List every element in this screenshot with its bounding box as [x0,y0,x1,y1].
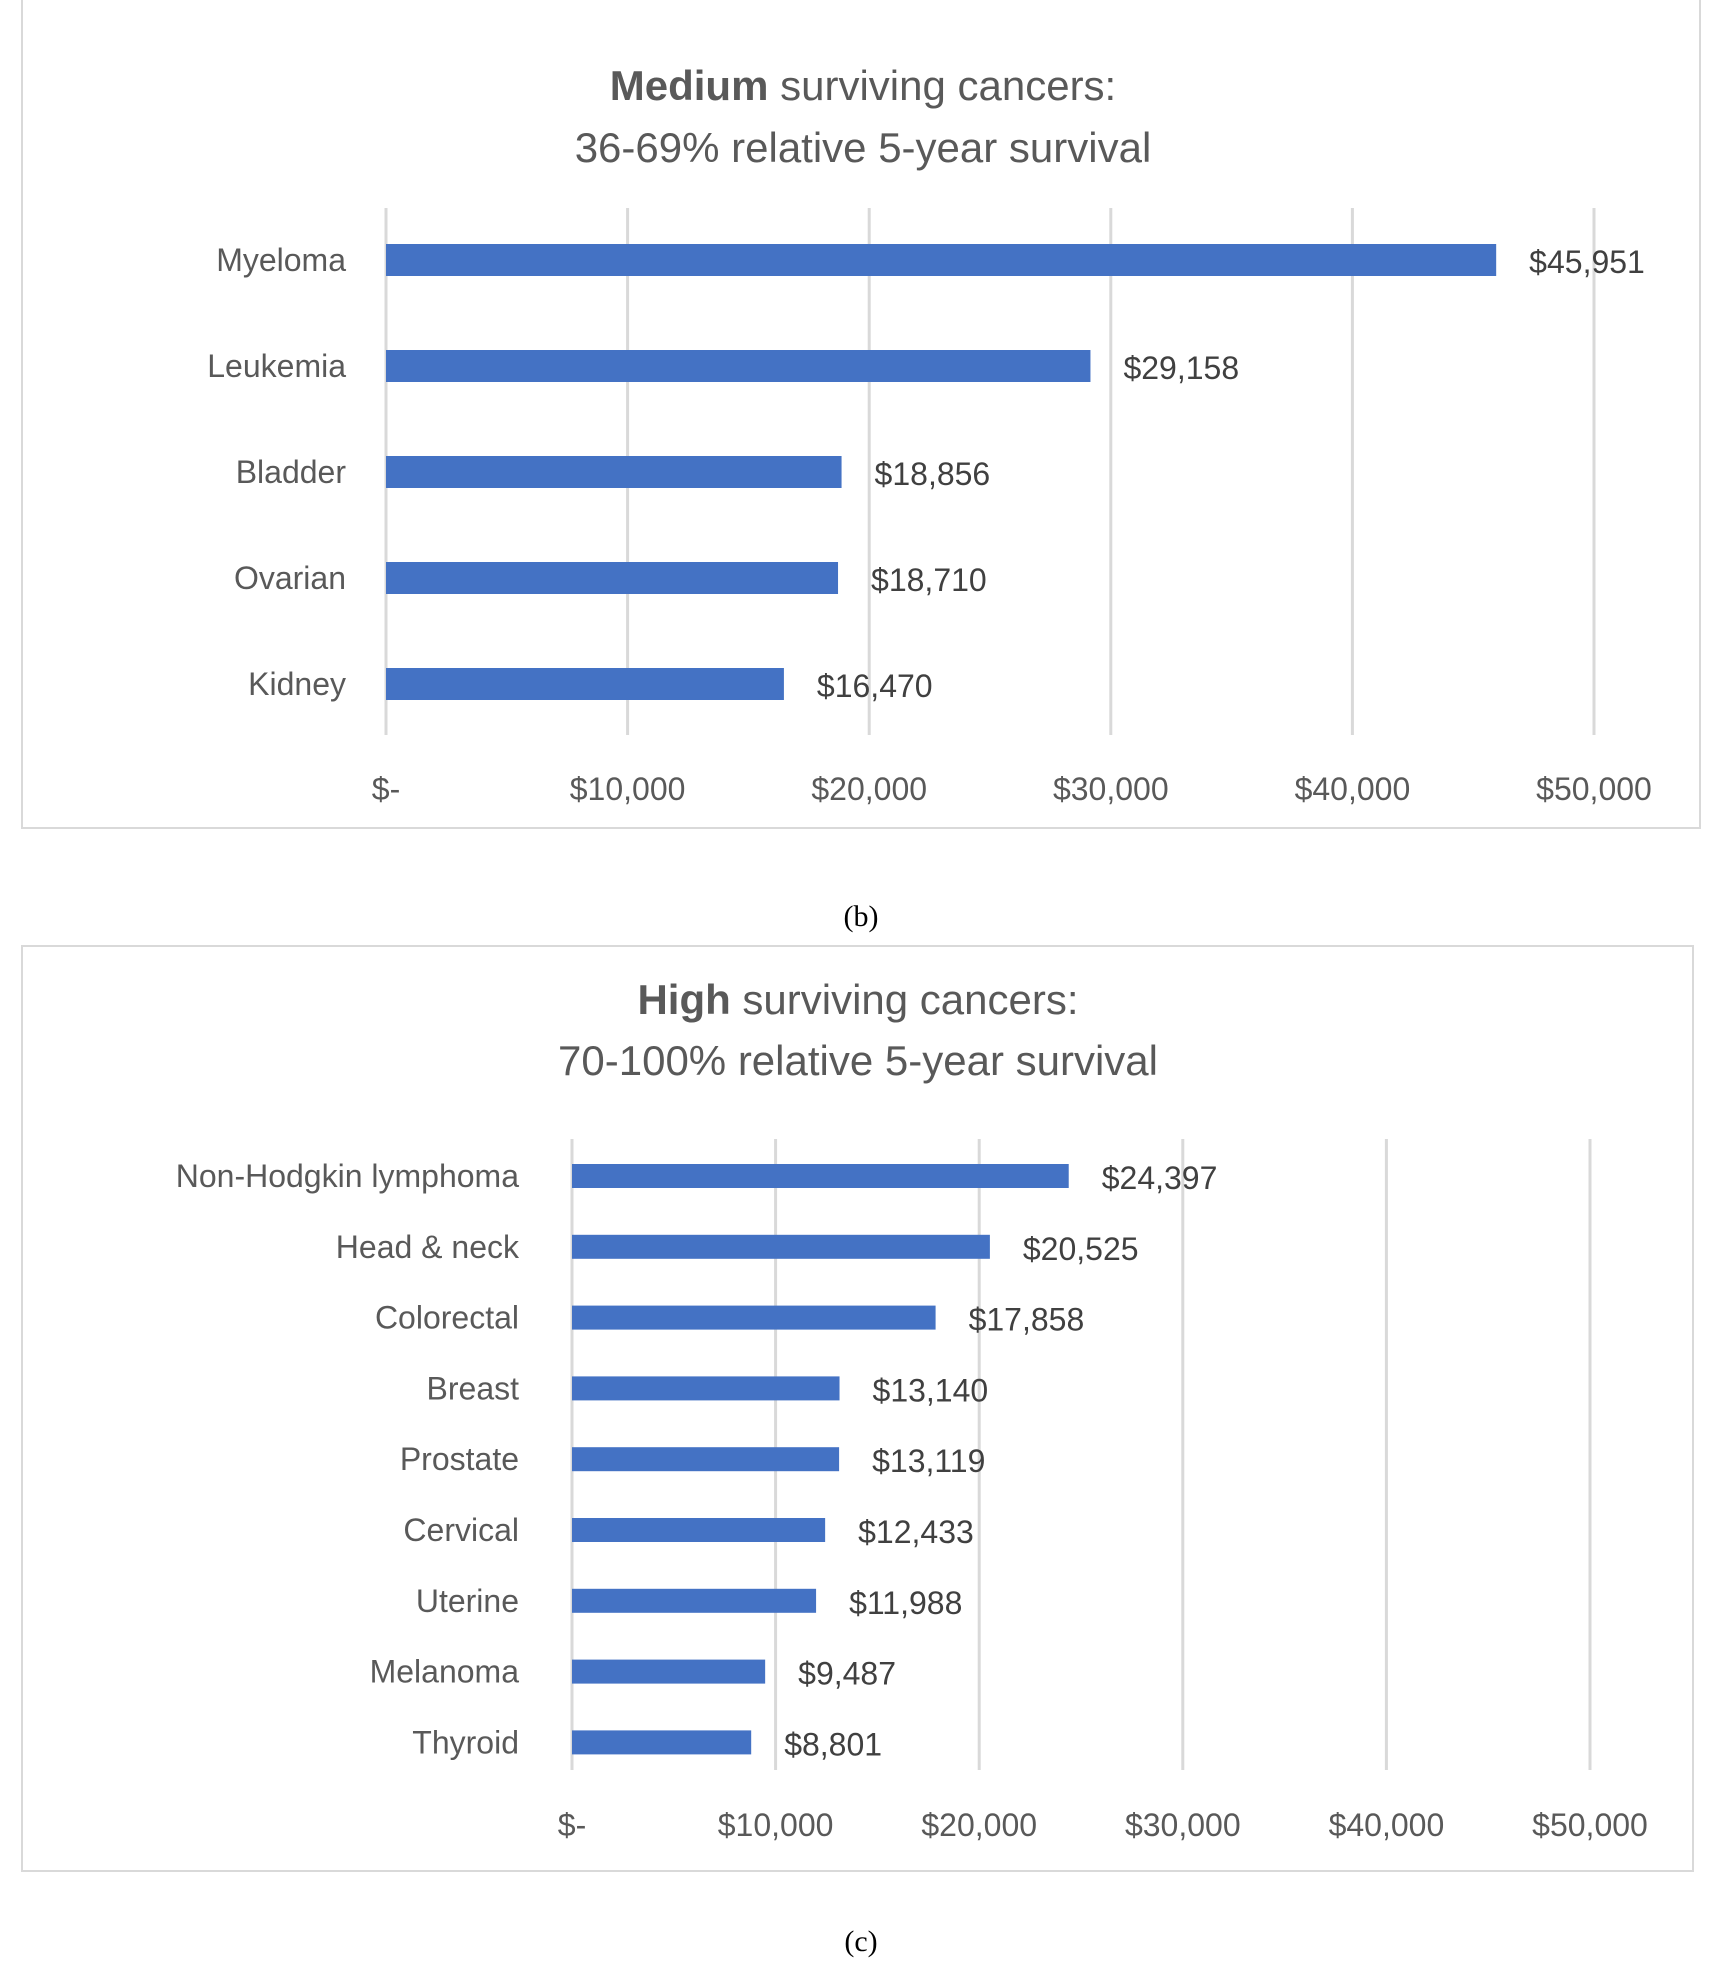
medium-x-tick-label: $50,000 [1536,771,1652,807]
chart-high: High surviving cancers: 70-100% relative … [176,976,1648,1843]
high-category-label: Colorectal [375,1300,519,1336]
high-data-label: $11,988 [849,1585,962,1621]
medium-bar [386,456,842,488]
medium-category-label: Kidney [248,666,346,702]
medium-category-label: Myeloma [216,242,346,278]
medium-x-tick-label: $40,000 [1295,771,1411,807]
high-x-tick-label: $- [558,1807,586,1843]
medium-category-label: Leukemia [207,348,346,384]
high-data-label: $20,525 [1023,1231,1139,1267]
high-x-tick-label: $20,000 [921,1807,1037,1843]
chart-medium-frame: Medium surviving cancers: 36-69% relative… [21,0,1701,829]
high-data-label: $9,487 [798,1656,896,1692]
high-bar [572,1447,840,1472]
medium-data-label: $18,856 [875,456,991,492]
panel-label-c: (c) [844,1925,878,1958]
medium-x-tick-label: $30,000 [1053,771,1169,807]
medium-data-label: $29,158 [1123,350,1239,386]
high-chart-title: High surviving cancers: [637,976,1078,1023]
high-x-tick-label: $10,000 [718,1807,834,1843]
high-category-label: Cervical [403,1512,519,1548]
high-data-label: $13,140 [873,1372,989,1408]
high-category-label: Prostate [400,1441,519,1477]
high-category-label: Melanoma [370,1654,520,1690]
chart-high-frame: High surviving cancers: 70-100% relative … [21,945,1694,1872]
high-bar [572,1234,990,1259]
high-category-label: Uterine [416,1583,519,1619]
high-bar [572,1164,1069,1188]
medium-bar [386,668,784,700]
high-bar [572,1588,817,1613]
high-bar [572,1659,766,1684]
high-x-tick-label: $30,000 [1125,1807,1241,1843]
high-category-label: Non-Hodgkin lymphoma [176,1158,519,1194]
medium-bar [386,350,1091,382]
medium-x-tick-label: $20,000 [811,771,927,807]
high-data-label: $17,858 [969,1302,1085,1338]
high-data-label: $24,397 [1102,1160,1218,1196]
chart-medium: Medium surviving cancers: 36-69% relative… [207,62,1652,807]
high-category-label: Head & neck [336,1229,520,1265]
high-bar [572,1730,752,1755]
medium-chart-title: Medium surviving cancers: [610,62,1116,109]
medium-category-label: Ovarian [234,560,346,596]
high-data-label: $12,433 [858,1514,974,1550]
medium-x-tick-label: $10,000 [570,771,686,807]
medium-bar [386,244,1497,276]
medium-bar [386,562,839,594]
high-x-tick-label: $40,000 [1329,1807,1445,1843]
high-data-label: $8,801 [784,1726,882,1762]
medium-chart-subtitle: 36-69% relative 5-year survival [575,124,1152,171]
high-bar [572,1305,936,1330]
high-data-label: $13,119 [872,1443,985,1479]
panel-label-b: (b) [843,900,879,933]
medium-data-label: $16,470 [817,668,933,704]
high-bar [572,1518,826,1542]
medium-category-label: Bladder [236,454,347,490]
high-bar [572,1376,840,1401]
high-category-label: Thyroid [412,1724,519,1760]
medium-data-label: $18,710 [871,562,987,598]
medium-x-tick-label: $- [372,771,400,807]
high-chart-subtitle: 70-100% relative 5-year survival [558,1037,1158,1084]
medium-data-label: $45,951 [1529,244,1645,280]
high-category-label: Breast [427,1370,520,1406]
high-x-tick-label: $50,000 [1532,1807,1648,1843]
